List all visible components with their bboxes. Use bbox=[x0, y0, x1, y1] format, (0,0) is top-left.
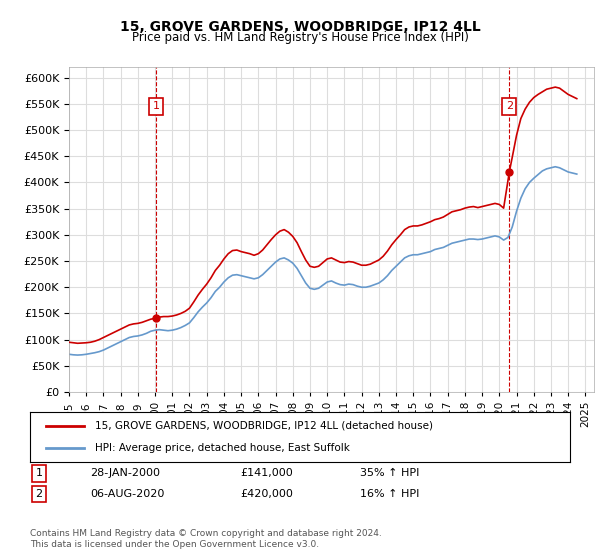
Text: £420,000: £420,000 bbox=[240, 489, 293, 499]
Text: HPI: Average price, detached house, East Suffolk: HPI: Average price, detached house, East… bbox=[95, 443, 350, 453]
Text: 2: 2 bbox=[506, 101, 513, 111]
Text: 16% ↑ HPI: 16% ↑ HPI bbox=[360, 489, 419, 499]
Text: 2: 2 bbox=[35, 489, 43, 499]
Text: 1: 1 bbox=[153, 101, 160, 111]
Text: Contains HM Land Registry data © Crown copyright and database right 2024.
This d: Contains HM Land Registry data © Crown c… bbox=[30, 529, 382, 549]
Text: 15, GROVE GARDENS, WOODBRIDGE, IP12 4LL: 15, GROVE GARDENS, WOODBRIDGE, IP12 4LL bbox=[119, 20, 481, 34]
Text: Price paid vs. HM Land Registry's House Price Index (HPI): Price paid vs. HM Land Registry's House … bbox=[131, 31, 469, 44]
Text: 06-AUG-2020: 06-AUG-2020 bbox=[90, 489, 164, 499]
Text: £141,000: £141,000 bbox=[240, 468, 293, 478]
Text: 35% ↑ HPI: 35% ↑ HPI bbox=[360, 468, 419, 478]
Text: 1: 1 bbox=[35, 468, 43, 478]
Text: 15, GROVE GARDENS, WOODBRIDGE, IP12 4LL (detached house): 15, GROVE GARDENS, WOODBRIDGE, IP12 4LL … bbox=[95, 421, 433, 431]
Text: 28-JAN-2000: 28-JAN-2000 bbox=[90, 468, 160, 478]
